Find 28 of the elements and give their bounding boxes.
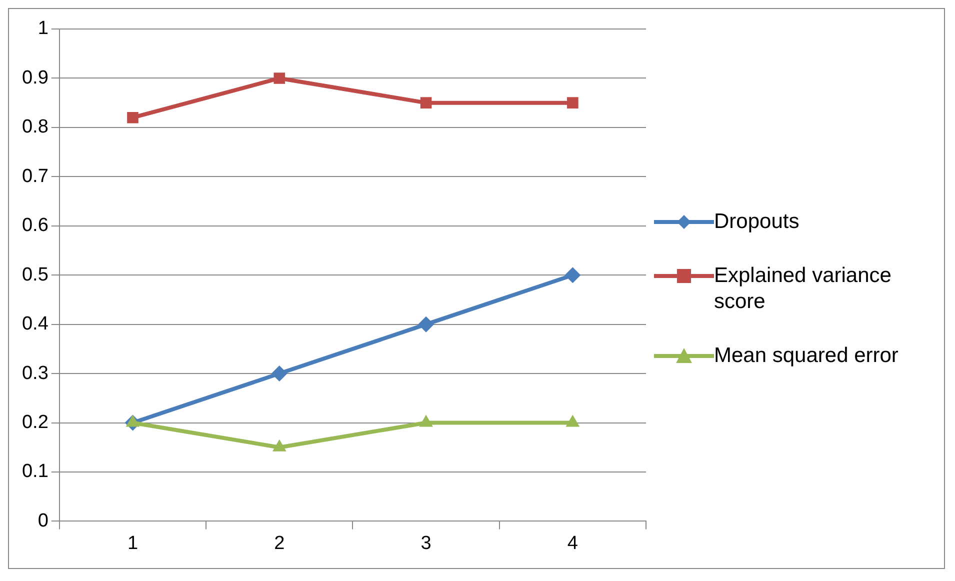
point [272,439,286,452]
y-tick-label: 0.5 [22,264,48,286]
y-tick-label: 0 [38,510,48,532]
y-tick-label: 0.3 [22,362,48,384]
point [420,97,432,108]
y-tick-label: 1 [38,18,48,40]
y-tick-label: 0.8 [22,116,48,138]
y-tick-label: 0.2 [22,412,48,433]
y-tick-label: 0.4 [22,314,49,335]
legend-label: Mean squared error [714,342,898,368]
x-tick-label: 3 [420,532,432,554]
legend-label: Dropouts [714,208,800,234]
x-tick-label: 4 [567,532,578,554]
point [566,414,580,427]
x-tick-label: 2 [274,532,285,554]
y-tick-label: 0.7 [22,166,48,187]
y-tick-label: 0.6 [22,215,48,236]
y-tick-label: 0.1 [22,461,48,482]
point [419,414,433,427]
point [564,267,581,284]
point [274,72,286,84]
point [567,97,578,108]
y-tick-label: 0.9 [22,67,48,88]
x-tick-label: 1 [127,532,138,554]
point [127,112,138,124]
point [126,414,140,427]
point [418,316,434,332]
legend-label: Explained variance score [714,262,892,314]
